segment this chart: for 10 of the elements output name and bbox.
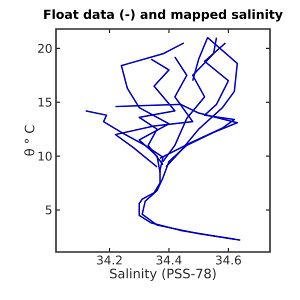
- x-tick-label: 34.6: [216, 256, 241, 265]
- y-tick-label: 5: [46, 206, 52, 214]
- x-tick-label: 34.2: [97, 256, 122, 265]
- y-axis-title: θ ° C: [24, 125, 34, 156]
- x-tick-label: 34.4: [156, 256, 182, 265]
- y-tick-label: 10: [38, 152, 52, 161]
- y-tick-label: 20: [38, 44, 52, 53]
- chart-title: Float data (-) and mapped salinity: [44, 9, 283, 22]
- x-axis-title: Salinity (PSS-78): [110, 268, 216, 281]
- y-tick-label: 15: [38, 98, 52, 107]
